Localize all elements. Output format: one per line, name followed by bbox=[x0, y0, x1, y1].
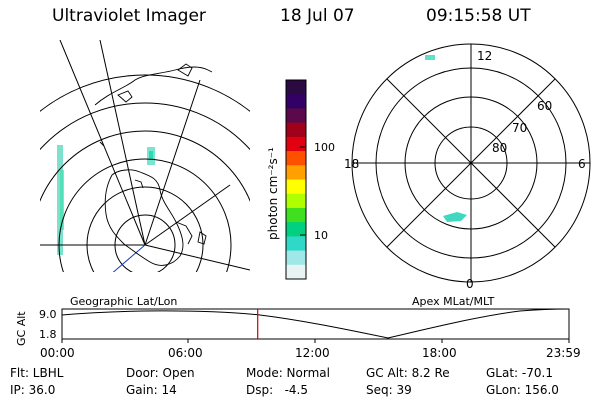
colorbar-segment bbox=[286, 236, 306, 252]
colorbar-segment bbox=[286, 165, 306, 180]
timeline-xtick: 18:00 bbox=[422, 346, 457, 360]
geographic-map bbox=[40, 40, 250, 272]
mlat-label: 70 bbox=[512, 121, 527, 135]
colorbar-segment bbox=[286, 80, 306, 95]
colorbar-segment bbox=[286, 250, 306, 266]
aurora-emission-right bbox=[425, 55, 467, 222]
altitude-timeline bbox=[61, 308, 570, 343]
colorbar-segment bbox=[286, 108, 306, 124]
altitude-curve bbox=[61, 308, 570, 339]
timeline-xtick: 06:00 bbox=[168, 346, 203, 360]
colorbar-segment bbox=[286, 136, 306, 152]
colorbar-segment bbox=[286, 222, 306, 237]
pointing-line bbox=[112, 244, 146, 272]
coastlines bbox=[94, 63, 213, 266]
info-glon: GLon: 156.0 bbox=[486, 383, 559, 397]
mlt-label-top: 12 bbox=[477, 49, 492, 63]
polar-plot bbox=[351, 43, 591, 283]
info-flt: Flt: LBHL bbox=[10, 366, 64, 380]
geographic-caption: Geographic Lat/Lon bbox=[70, 295, 177, 308]
colorbar-tick-label: 10 bbox=[314, 229, 328, 242]
info-ip: IP: 36.0 bbox=[10, 383, 56, 397]
colorbar bbox=[286, 80, 306, 280]
info-gain: Gain: 14 bbox=[126, 383, 177, 397]
colorbar-segment bbox=[286, 207, 306, 223]
colorbar-frame bbox=[285, 79, 307, 280]
mlt-label-bottom: 0 bbox=[466, 277, 474, 291]
mlat-label: 60 bbox=[537, 99, 552, 113]
mlt-label-right: 6 bbox=[578, 157, 586, 171]
colorbar-segment bbox=[286, 151, 306, 166]
info-dsp: Dsp: -4.5 bbox=[246, 383, 309, 397]
colorbar-segment bbox=[286, 94, 306, 109]
timeline-ytick: 9.0 bbox=[39, 308, 57, 321]
apex-caption: Apex MLat/MLT bbox=[412, 295, 495, 308]
instrument-title: Ultraviolet Imager bbox=[52, 6, 206, 26]
timeline-xtick: 23:59 bbox=[546, 346, 581, 360]
mlt-label-left: 18 bbox=[344, 157, 359, 171]
colorbar-unit-label: photon cm⁻²s⁻¹ bbox=[266, 147, 280, 240]
date-label: 18 Jul 07 bbox=[280, 6, 355, 26]
colorbar-segment bbox=[286, 179, 306, 195]
info-door: Door: Open bbox=[126, 366, 195, 380]
info-seq: Seq: 39 bbox=[366, 383, 412, 397]
timeline-axis-label: GC Alt bbox=[15, 311, 28, 346]
info-glat: GLat: -70.1 bbox=[486, 366, 553, 380]
aurora-emission-left bbox=[57, 145, 155, 255]
info-mode: Mode: Normal bbox=[246, 366, 330, 380]
colorbar-segment bbox=[286, 264, 306, 280]
timeline-xtick: 12:00 bbox=[295, 346, 330, 360]
colorbar-segment bbox=[286, 193, 306, 209]
timeline-ytick: 1.8 bbox=[39, 328, 57, 341]
timeline-xtick: 00:00 bbox=[40, 346, 75, 360]
colorbar-segment bbox=[286, 122, 306, 138]
longitude-lines bbox=[40, 40, 250, 271]
info-gc-alt: GC Alt: 8.2 Re bbox=[366, 366, 450, 380]
mlat-label: 80 bbox=[492, 141, 507, 155]
colorbar-tick-label: 100 bbox=[314, 141, 335, 154]
time-label: 09:15:58 UT bbox=[426, 6, 531, 26]
